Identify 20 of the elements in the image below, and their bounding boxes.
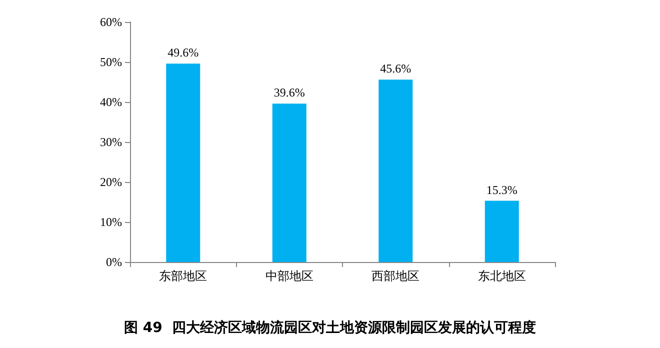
x-tick-label: 东部地区 xyxy=(159,269,208,283)
y-tick-label: 50% xyxy=(100,55,122,69)
y-tick-label: 10% xyxy=(100,215,122,229)
data-label: 49.6% xyxy=(168,46,199,60)
y-tick-label: 40% xyxy=(100,95,122,109)
text: 图 49 四大经济区域物流园区对土地资源限制园区发展的认可程度 xyxy=(124,319,536,336)
y-tick-label: 0% xyxy=(106,255,122,269)
x-tick-label: 东北地区 xyxy=(478,269,526,283)
y-tick-label: 60% xyxy=(100,15,122,29)
bar xyxy=(166,64,200,262)
x-tick-label: 西部地区 xyxy=(372,269,420,283)
data-label: 39.6% xyxy=(274,86,305,100)
data-label: 45.6% xyxy=(380,62,412,76)
bar xyxy=(484,200,519,262)
y-tick-label: 30% xyxy=(100,135,122,149)
x-tick-label: 中部地区 xyxy=(265,269,314,283)
y-tick-label: 20% xyxy=(100,175,122,189)
bar xyxy=(378,80,413,262)
data-label: 15.3% xyxy=(486,182,518,197)
bar xyxy=(272,104,306,262)
